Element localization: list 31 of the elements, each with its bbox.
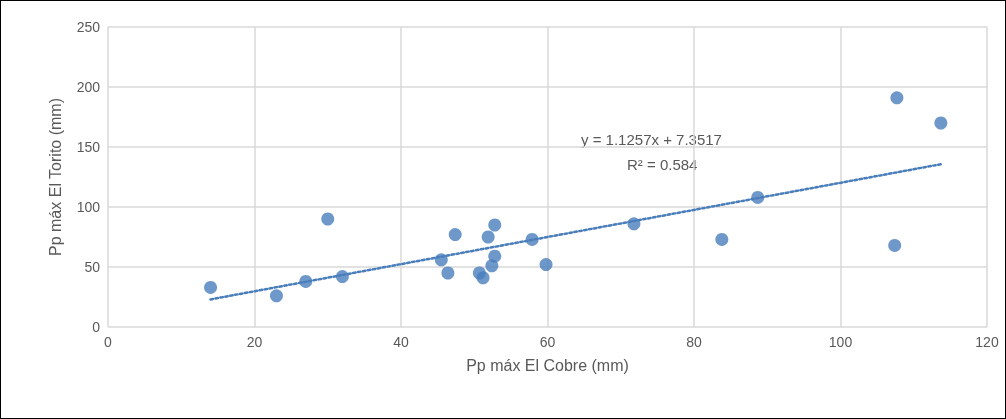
point: [441, 266, 455, 280]
y-tick-label: 50: [84, 259, 101, 275]
x-tick-label: 120: [975, 334, 999, 350]
x-tick-label: 60: [539, 334, 556, 350]
x-tick-label: 40: [393, 334, 409, 350]
annotation: R² = 0.584: [627, 156, 698, 173]
point: [539, 258, 553, 272]
point: [204, 280, 218, 294]
point: [888, 238, 902, 252]
point: [269, 289, 283, 303]
y-axis-title: Pp máx El Torito (mm): [46, 98, 64, 256]
point: [481, 230, 495, 244]
point: [488, 249, 502, 263]
point: [488, 218, 502, 232]
x-tick-label: 80: [686, 334, 702, 350]
point: [890, 91, 904, 105]
point: [472, 266, 486, 280]
x-tick-label: 100: [828, 334, 853, 350]
y-tick-label: 100: [76, 199, 101, 215]
y-tick-label: 0: [92, 319, 101, 335]
y-tick-label: 250: [76, 19, 101, 35]
point: [715, 232, 729, 246]
y-tick-label: 150: [76, 139, 101, 155]
point: [321, 212, 335, 226]
point: [448, 228, 462, 242]
y-tick-label: 200: [76, 79, 101, 95]
x-tick-label: 20: [246, 334, 263, 350]
point: [934, 116, 948, 130]
annotation: y = 1.1257x + 7.3517: [581, 131, 722, 148]
x-axis-title: Pp máx El Cobre (mm): [466, 356, 629, 374]
x-tick-label: 0: [104, 334, 113, 350]
